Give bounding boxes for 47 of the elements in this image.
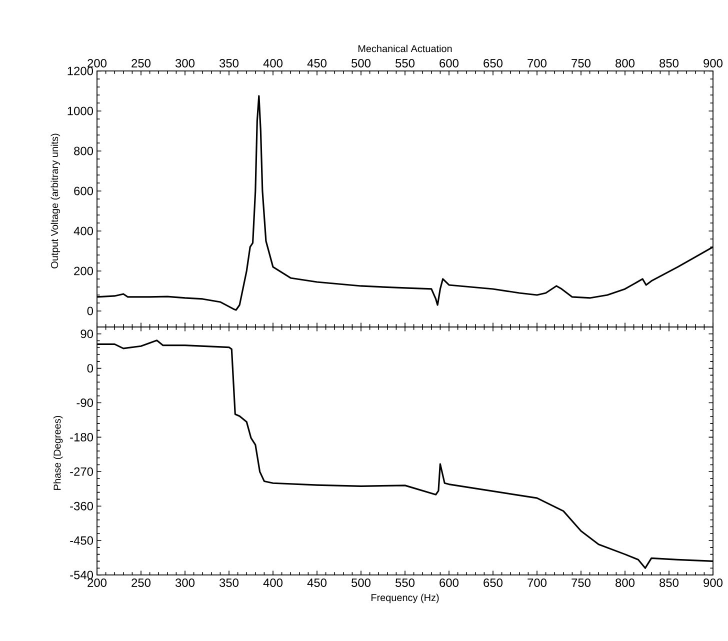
x-axis-title: Frequency (Hz)	[371, 594, 439, 604]
y-tick-label: 800	[74, 146, 94, 156]
y-axis-title: Output Voltage (arbitrary units)	[50, 134, 60, 268]
x-tick-label: 750	[572, 578, 591, 587]
x-tick-label: 550	[396, 578, 415, 587]
x-axis-title: Mechanical Actuation	[358, 44, 452, 52]
y-tick-label: 90	[80, 330, 94, 338]
y-tick-label: 1000	[68, 106, 94, 116]
x-tick-label: 700	[528, 59, 547, 68]
x-tick-label: 350	[219, 578, 239, 587]
x-tick-label: 300	[175, 578, 195, 587]
y-tick-label: 0	[87, 306, 94, 316]
y-tick-label: -270	[70, 467, 94, 476]
x-tick-label: 850	[660, 59, 679, 68]
x-tick-label: 600	[440, 578, 459, 587]
x-tick-label: 900	[704, 578, 723, 587]
x-tick-label: 450	[307, 578, 327, 587]
x-tick-label: 500	[352, 578, 371, 587]
x-tick-label: 400	[263, 59, 283, 68]
x-tick-label: 250	[132, 59, 151, 68]
x-tick-label: 500	[352, 59, 371, 68]
x-tick-label: 350	[219, 59, 239, 68]
y-tick-label: -540	[70, 570, 94, 580]
y-axis-title: Phase (Degrees)	[53, 416, 63, 490]
y-tick-label: 1200	[68, 66, 94, 76]
y-tick-label: -180	[70, 432, 94, 442]
x-tick-label: 850	[660, 578, 679, 587]
x-tick-label: 650	[484, 59, 503, 68]
y-tick-label: 400	[74, 226, 94, 236]
y-tick-label: 0	[87, 364, 94, 373]
x-tick-label: 750	[572, 59, 591, 68]
x-tick-label: 250	[132, 578, 151, 587]
x-tick-label: 800	[616, 59, 635, 68]
x-tick-label: 450	[307, 59, 327, 68]
x-tick-label: 800	[616, 578, 635, 587]
x-tick-label: 600	[440, 59, 459, 68]
x-tick-label: 300	[175, 59, 195, 68]
y-tick-label: -90	[76, 398, 94, 407]
x-tick-label: 550	[396, 59, 415, 68]
y-tick-label: 600	[74, 186, 94, 196]
x-tick-label: 650	[484, 578, 503, 587]
x-tick-label: 400	[263, 578, 283, 587]
y-tick-label: -450	[70, 536, 94, 545]
y-tick-label: 200	[74, 266, 94, 276]
y-tick-label: -360	[70, 502, 94, 510]
x-tick-label: 700	[528, 578, 547, 587]
x-tick-label: 900	[704, 59, 723, 68]
